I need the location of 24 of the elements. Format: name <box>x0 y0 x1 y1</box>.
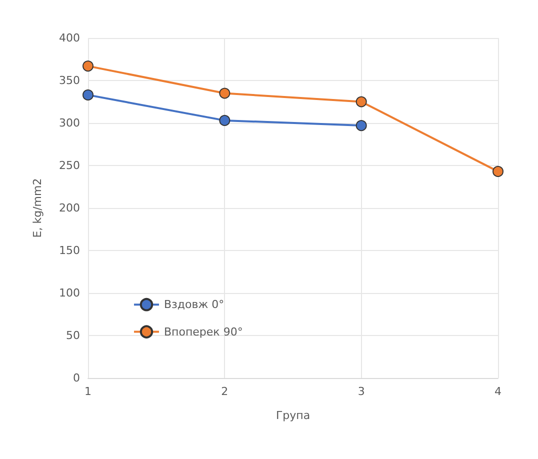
y-tick-label: 100 <box>59 286 80 300</box>
x-axis-title: Група <box>276 409 310 422</box>
legend-label: Впоперек 90° <box>164 325 243 338</box>
y-axis-title: E, kg/mm2 <box>31 178 44 238</box>
x-tick-label: 4 <box>494 385 502 398</box>
point <box>356 96 367 108</box>
y-tick-label: 400 <box>59 32 80 44</box>
x-tick-label: 1 <box>84 385 92 398</box>
y-tick-label: 0 <box>73 372 80 384</box>
point <box>82 89 94 100</box>
y-tick-label: 350 <box>59 74 80 87</box>
y-tick-label: 50 <box>66 329 80 342</box>
legend-label: Вздовж 0° <box>164 298 224 312</box>
y-tick-label: 150 <box>59 244 80 257</box>
x-tick-label: 3 <box>358 385 365 398</box>
point <box>82 60 94 72</box>
point <box>356 120 367 132</box>
y-tick-label: 200 <box>59 202 80 214</box>
point <box>219 114 230 126</box>
point <box>219 88 230 99</box>
x-tick-label: 2 <box>221 385 228 398</box>
y-tick-label: 250 <box>59 159 80 172</box>
point <box>492 166 504 177</box>
y-tick-label: 300 <box>59 116 80 130</box>
